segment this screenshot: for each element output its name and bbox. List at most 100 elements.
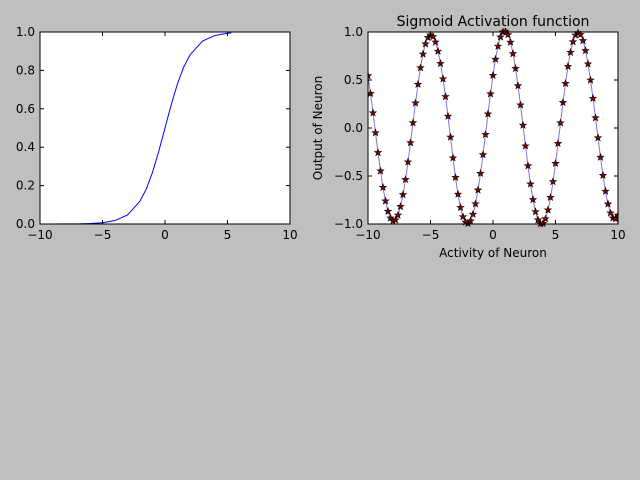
- right-star-marker: [556, 118, 565, 127]
- axes-left-frame: [39, 31, 291, 225]
- right-star-marker: [406, 138, 415, 147]
- right-star-marker: [476, 168, 485, 178]
- right-y-tick-label: −1.0: [334, 217, 363, 231]
- right-star-marker: [528, 195, 538, 204]
- right-star-marker: [603, 199, 613, 208]
- right-star-marker: [481, 130, 490, 139]
- right-star-marker: [471, 199, 480, 208]
- right-y-tick-label: 1.0: [344, 25, 363, 39]
- right-star-marker: [518, 120, 528, 129]
- right-star-marker: [566, 47, 575, 56]
- right-y-tick-label: −0.5: [334, 169, 363, 183]
- right-star-marker: [401, 175, 410, 184]
- right-star-marker: [611, 214, 618, 223]
- right-chart-title: Sigmoid Activation function: [397, 14, 590, 30]
- right-star-marker: [496, 32, 505, 41]
- right-star-marker: [483, 109, 493, 118]
- right-star-marker: [436, 59, 445, 68]
- right-star-marker: [373, 148, 383, 157]
- right-star-marker: [501, 28, 510, 35]
- right-star-marker: [546, 192, 555, 202]
- axes-right-frame: [367, 31, 619, 225]
- right-x-axis-label: Activity of Neuron: [439, 246, 547, 260]
- right-star-marker: [416, 63, 425, 72]
- right-star-marker: [418, 49, 428, 58]
- right-star-marker: [541, 214, 550, 223]
- right-star-marker: [473, 185, 483, 194]
- right-star-marker: [531, 207, 540, 216]
- right-star-marker: [468, 209, 478, 218]
- right-star-marker: [516, 100, 525, 109]
- left-y-tick-label: 1.0: [16, 25, 35, 39]
- right-star-marker: [391, 215, 400, 224]
- right-star-marker: [511, 64, 520, 73]
- right-x-tick-label: 0: [489, 228, 497, 242]
- right-star-marker: [411, 98, 420, 107]
- left-y-tick-label: 0.2: [16, 179, 35, 193]
- right-star-marker: [598, 170, 608, 180]
- right-star-marker: [576, 30, 585, 39]
- left-x-tick-label: 5: [224, 228, 232, 242]
- left-x-tick-label: −10: [27, 228, 52, 242]
- right-star-marker: [533, 215, 543, 224]
- right-star-marker: [581, 46, 590, 55]
- left-x-tick-label: −5: [94, 228, 112, 242]
- right-star-marker: [478, 150, 488, 159]
- axes-right-sine: −10 −5 0 5 10 −1.0 −0.5 0.0 0.5 1.0 Sigmoid Activ…: [311, 14, 626, 260]
- axes-right-background: [368, 32, 618, 224]
- right-star-marker: [448, 153, 458, 162]
- right-star-marker: [458, 212, 468, 221]
- right-star-marker: [601, 186, 610, 195]
- right-star-marker: [403, 157, 413, 166]
- right-star-marker: [443, 111, 453, 120]
- right-star-marker: [446, 132, 455, 141]
- right-star-marker: [538, 219, 548, 228]
- right-star-marker: [526, 179, 535, 188]
- right-star-marker: [506, 37, 515, 46]
- right-star-marker: [421, 39, 430, 48]
- right-star-marker: [561, 78, 570, 88]
- right-star-marker: [368, 71, 373, 80]
- right-star-marker: [408, 118, 418, 127]
- right-star-marker: [453, 189, 463, 198]
- right-star-marker: [376, 166, 385, 175]
- right-star-marker: [378, 182, 388, 192]
- right-star-marker: [578, 36, 588, 45]
- right-star-marker: [466, 216, 475, 225]
- right-star-marker: [393, 210, 403, 219]
- right-star-marker: [486, 89, 495, 98]
- right-star-marker: [396, 202, 405, 211]
- right-x-tick-label: 5: [552, 228, 560, 242]
- right-y-tick-label: 0.0: [344, 121, 363, 135]
- right-star-marker: [441, 92, 450, 101]
- right-star-marker: [413, 79, 423, 88]
- right-star-marker: [583, 59, 593, 68]
- right-star-marker: [543, 205, 553, 214]
- right-star-marker: [488, 70, 498, 79]
- right-star-marker: [593, 133, 603, 142]
- right-star-marker: [606, 208, 615, 217]
- left-y-tick-label: 0.6: [16, 102, 35, 116]
- right-star-marker: [368, 89, 375, 98]
- right-star-marker: [568, 37, 578, 46]
- right-ticks: −10 −5 0 5 10 −1.0 −0.5 0.0 0.5 1.0: [334, 25, 626, 242]
- right-star-marker: [381, 196, 390, 205]
- axes-left-sigmoid: −10 −5 0 5 10 0.0 0.2 0.4 0.6 0.8 1.0: [16, 25, 298, 242]
- right-star-marker: [493, 41, 503, 50]
- right-star-marker: [563, 61, 573, 71]
- right-star-marker: [613, 210, 618, 219]
- left-y-tick-label: 0.4: [16, 140, 35, 154]
- right-y-axis-label: Output of Neuron: [311, 76, 325, 180]
- left-y-tick-label: 0.0: [16, 217, 35, 231]
- right-star-marker: [433, 46, 443, 55]
- right-star-marker: [368, 108, 378, 117]
- right-x-tick-label: −5: [422, 228, 440, 242]
- left-x-tick-label: 0: [161, 228, 169, 242]
- right-star-marker: [591, 113, 600, 122]
- left-y-tick-label: 0.8: [16, 63, 35, 77]
- right-star-marker: [596, 152, 605, 161]
- right-star-marker: [371, 128, 380, 137]
- right-x-tick-label: 10: [610, 228, 625, 242]
- right-star-marker: [558, 98, 568, 107]
